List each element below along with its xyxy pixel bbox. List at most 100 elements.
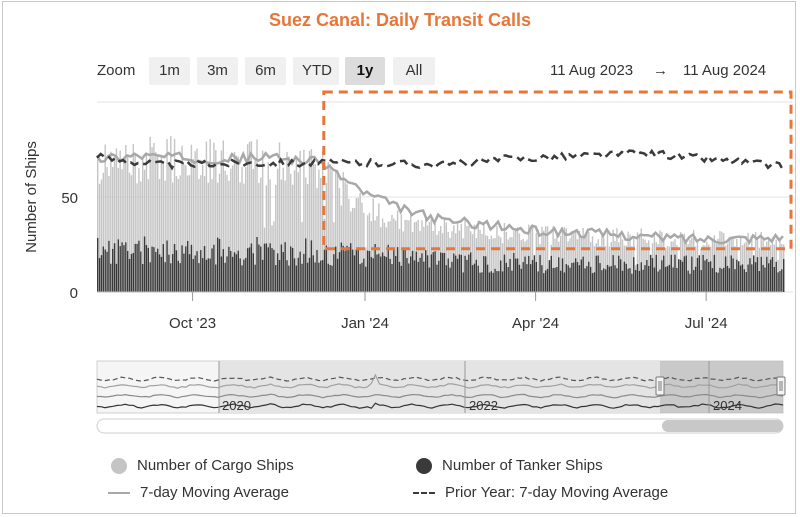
tanker-bar bbox=[220, 256, 223, 292]
zoom-6m-button[interactable]: 6m bbox=[245, 57, 286, 85]
cargo-bar bbox=[361, 202, 363, 292]
tanker-bar bbox=[783, 258, 785, 292]
tanker-bar bbox=[256, 236, 258, 292]
cargo-bar bbox=[653, 232, 656, 292]
tanker-bar bbox=[696, 257, 699, 292]
tanker-bar bbox=[391, 263, 393, 292]
cargo-bar bbox=[471, 234, 474, 292]
legend-cargo[interactable]: Number of Cargo Ships bbox=[111, 457, 294, 474]
legend-tanker[interactable]: Number of Tanker Ships bbox=[416, 457, 603, 474]
tanker-bar bbox=[612, 255, 614, 292]
zoom-ytd-button[interactable]: YTD bbox=[293, 57, 339, 85]
cargo-bar bbox=[376, 216, 378, 292]
tanker-bar bbox=[593, 272, 596, 292]
tanker-bar bbox=[134, 243, 136, 292]
legend-prior-year[interactable]: Prior Year: 7-day Moving Average bbox=[413, 484, 668, 501]
tanker-bar bbox=[719, 267, 721, 292]
tanker-bar bbox=[258, 244, 260, 292]
cargo-bar bbox=[325, 182, 328, 292]
scrollbar-thumb[interactable] bbox=[662, 420, 783, 432]
tanker-bar bbox=[119, 246, 121, 292]
tanker-bar bbox=[743, 269, 746, 292]
tanker-bar bbox=[713, 254, 716, 292]
cargo-bar bbox=[192, 158, 194, 292]
tanker-bar bbox=[417, 261, 419, 292]
tanker-bar bbox=[627, 268, 629, 292]
cargo-bar bbox=[314, 164, 316, 292]
cargo-bar bbox=[486, 235, 489, 292]
tanker-bar bbox=[494, 268, 496, 292]
tanker-bar bbox=[749, 258, 751, 292]
tanker-bar bbox=[374, 244, 376, 292]
tanker-bar bbox=[492, 272, 494, 292]
cargo-bar bbox=[185, 165, 187, 292]
cargo-bar bbox=[286, 152, 288, 292]
tanker-bar bbox=[393, 250, 395, 292]
tanker-bar bbox=[171, 253, 174, 292]
cargo-bar bbox=[119, 150, 121, 292]
cargo-bar bbox=[747, 233, 749, 292]
tanker-bar bbox=[514, 258, 517, 292]
cargo-bar bbox=[657, 243, 659, 292]
tanker-bar bbox=[679, 259, 682, 292]
cargo-bar bbox=[544, 226, 547, 292]
cargo-bar bbox=[200, 175, 202, 292]
tanker-bar bbox=[380, 256, 382, 292]
cargo-bar bbox=[231, 165, 234, 292]
cargo-bar bbox=[194, 151, 196, 292]
moving-average-line bbox=[95, 150, 784, 245]
tanker-bar bbox=[413, 260, 416, 292]
cargo-bar bbox=[308, 150, 311, 292]
tanker-bar bbox=[503, 254, 506, 292]
tanker-bar bbox=[723, 267, 725, 292]
legend-prior-label: Prior Year: 7-day Moving Average bbox=[445, 484, 669, 501]
tanker-bar bbox=[488, 272, 491, 292]
cargo-bar bbox=[586, 233, 588, 292]
cargo-bar bbox=[297, 172, 299, 292]
tanker-bar bbox=[166, 240, 168, 292]
tanker-bar bbox=[745, 272, 747, 292]
tanker-bar bbox=[445, 265, 448, 292]
tanker-bar bbox=[263, 243, 266, 292]
tanker-bar bbox=[589, 266, 592, 292]
tanker-bar bbox=[140, 251, 142, 292]
tanker-bar bbox=[100, 255, 103, 292]
cargo-bar bbox=[342, 172, 344, 292]
cargo-bar bbox=[451, 231, 453, 292]
tanker-bar bbox=[436, 264, 438, 292]
cargo-bar bbox=[261, 150, 264, 292]
zoom-3m-button[interactable]: 3m bbox=[197, 57, 238, 85]
tanker-bar bbox=[186, 240, 189, 292]
legend-moving-average[interactable]: 7-day Moving Average bbox=[108, 484, 289, 501]
tanker-bar bbox=[531, 259, 534, 292]
tanker-bar bbox=[331, 265, 333, 292]
navigator[interactable]: 2020 2022 2024 bbox=[96, 360, 786, 434]
zoom-1m-button[interactable]: 1m bbox=[149, 57, 190, 85]
tanker-bar bbox=[661, 260, 663, 292]
tanker-bar bbox=[110, 263, 112, 292]
tanker-bar bbox=[651, 258, 654, 292]
zoom-1y-button[interactable]: 1y bbox=[345, 57, 385, 85]
legend-tanker-marker bbox=[416, 457, 432, 474]
tanker-bar bbox=[108, 240, 110, 292]
cargo-bar bbox=[578, 231, 581, 292]
tanker-bar bbox=[434, 251, 436, 292]
tanker-bar bbox=[355, 249, 358, 292]
tanker-bar bbox=[245, 257, 247, 292]
tanker-bar bbox=[687, 270, 689, 292]
tanker-bar bbox=[706, 259, 708, 292]
tanker-bar bbox=[132, 252, 135, 292]
zoom-all-button[interactable]: All bbox=[393, 57, 435, 85]
cargo-bar bbox=[250, 141, 253, 292]
tanker-bar bbox=[196, 251, 198, 292]
tanker-bar bbox=[404, 249, 406, 292]
tanker-bar bbox=[513, 252, 515, 292]
navigator-handle[interactable] bbox=[655, 376, 665, 396]
tanker-bar bbox=[194, 255, 196, 292]
cargo-bar bbox=[488, 239, 491, 292]
navigator-handle[interactable] bbox=[776, 376, 786, 396]
cargo-bar bbox=[318, 169, 320, 292]
tanker-bar bbox=[541, 265, 543, 292]
cargo-bar bbox=[636, 232, 639, 292]
